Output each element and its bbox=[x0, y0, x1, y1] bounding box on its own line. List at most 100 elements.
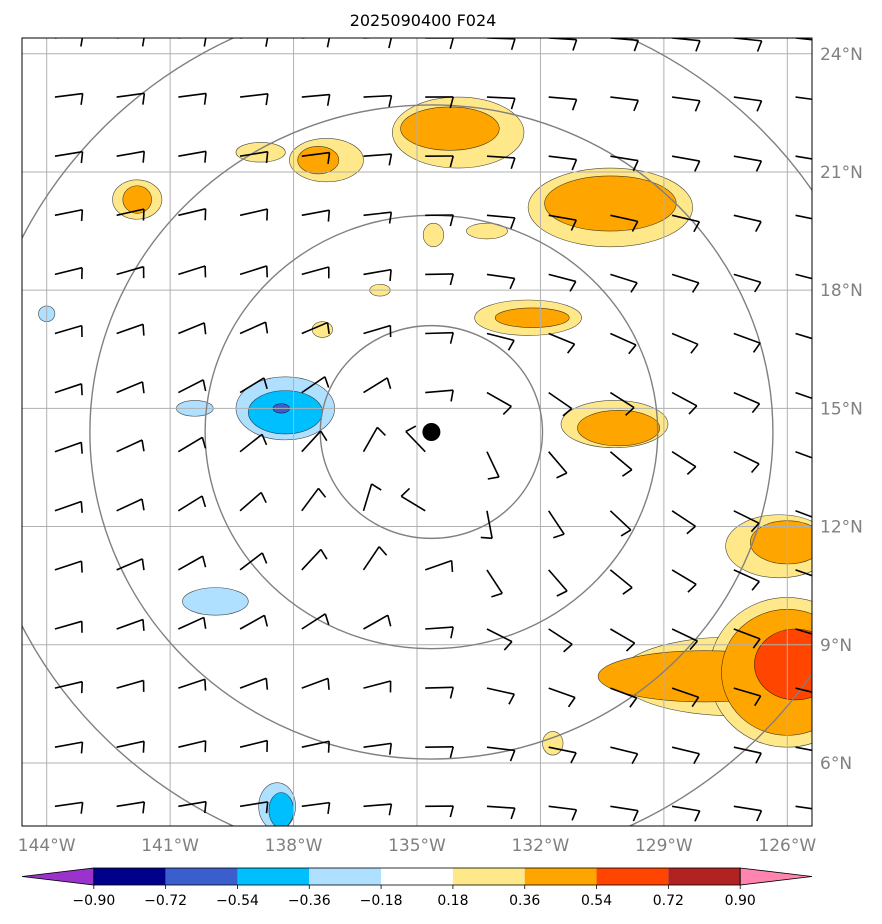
wind-barb bbox=[795, 687, 812, 693]
wind-barb bbox=[425, 273, 455, 286]
figure-title: 2025090400 F024 bbox=[350, 11, 497, 30]
lon-tick-label: 132°W bbox=[512, 836, 570, 856]
lon-tick-label: 138°W bbox=[265, 836, 323, 856]
wind-barb bbox=[425, 626, 454, 639]
wind-barb bbox=[362, 546, 388, 571]
colorbar-segment bbox=[237, 868, 310, 885]
wind-barb bbox=[239, 801, 269, 814]
colorbar-tick-label: 0.90 bbox=[725, 893, 756, 909]
wind-barb bbox=[405, 425, 426, 453]
wind-barb bbox=[795, 805, 812, 810]
colorbar-segment bbox=[524, 868, 597, 885]
wind-barb bbox=[671, 687, 700, 708]
plot-area bbox=[22, 38, 812, 826]
colorbar-tick-label: 0.54 bbox=[581, 893, 612, 909]
wind-barb bbox=[425, 746, 455, 759]
wind-barb bbox=[301, 677, 330, 690]
wind-barb bbox=[425, 214, 455, 227]
wind-barb bbox=[480, 510, 493, 540]
field-contour-24 bbox=[268, 792, 294, 826]
wind-barb bbox=[54, 266, 83, 280]
wind-barb bbox=[116, 265, 145, 279]
wind-barb bbox=[795, 332, 812, 340]
wind-barb bbox=[486, 687, 515, 705]
lat-tick-label: 6°N bbox=[820, 754, 852, 774]
wind-barb bbox=[116, 439, 145, 453]
wind-barb bbox=[609, 569, 633, 595]
wind-barb bbox=[178, 208, 207, 221]
wind-barb bbox=[609, 510, 632, 537]
wind-barb bbox=[177, 555, 207, 571]
lon-tick-label: 144°W bbox=[18, 836, 76, 856]
longitude-labels: 144°W 141°W 138°W 135°W 132°W 129°W 126°W bbox=[18, 836, 817, 856]
colorbar-segment bbox=[381, 868, 453, 885]
wind-barb bbox=[425, 331, 454, 344]
wind-barb bbox=[795, 273, 812, 280]
wind-barb bbox=[239, 208, 269, 221]
wind-barb bbox=[795, 746, 812, 752]
wind-barb bbox=[54, 150, 84, 164]
wind-barb bbox=[116, 679, 145, 692]
wind-barb bbox=[671, 391, 698, 415]
lon-tick-label: 135°W bbox=[388, 836, 446, 856]
wind-barb bbox=[609, 451, 633, 477]
wind-barb bbox=[610, 746, 639, 765]
wind-barb bbox=[795, 450, 812, 459]
wind-barb bbox=[54, 680, 83, 694]
lat-tick-label: 18°N bbox=[820, 281, 863, 301]
wind-barb bbox=[486, 214, 516, 229]
wind-barb bbox=[116, 323, 145, 336]
colorbar-tick-label: 0.72 bbox=[653, 893, 684, 909]
wind-barb bbox=[548, 214, 577, 231]
colorbar-segment bbox=[596, 868, 669, 885]
wind-barb bbox=[54, 383, 83, 396]
field-contour-14 bbox=[466, 222, 508, 240]
wind-barb bbox=[363, 614, 392, 630]
colorbar-extend-high bbox=[739, 867, 813, 886]
wind-barb bbox=[54, 208, 84, 222]
field-contour-10 bbox=[494, 307, 570, 328]
lon-tick-label: 129°W bbox=[635, 836, 693, 856]
wind-barb bbox=[610, 687, 638, 708]
wind-barb bbox=[178, 322, 207, 335]
wind-barb bbox=[177, 379, 207, 394]
wind-barb bbox=[795, 214, 812, 220]
wind-barb bbox=[671, 96, 701, 112]
wind-barb bbox=[54, 38, 84, 47]
wind-barb bbox=[548, 155, 578, 171]
wind-barb bbox=[548, 451, 568, 479]
wind-barb bbox=[486, 628, 513, 651]
wind-barb bbox=[301, 548, 328, 571]
wind-barb bbox=[363, 803, 393, 816]
wind-barb bbox=[116, 558, 145, 571]
wind-barb bbox=[240, 38, 269, 47]
field-contour-3 bbox=[297, 146, 340, 175]
wind-barb bbox=[239, 433, 268, 453]
wind-barb bbox=[733, 391, 761, 414]
wind-barb bbox=[178, 616, 207, 630]
wind-barb bbox=[733, 273, 762, 293]
wind-barb bbox=[363, 268, 392, 282]
wind-barb bbox=[54, 441, 83, 454]
wind-barb bbox=[116, 38, 145, 47]
colorbar-segment bbox=[165, 868, 238, 885]
wind-barb bbox=[486, 569, 503, 598]
wind-barb bbox=[486, 805, 516, 820]
colorbar-tick-label: −0.90 bbox=[72, 893, 115, 909]
wind-barb bbox=[609, 391, 635, 416]
wind-barb bbox=[610, 332, 637, 355]
wind-barb bbox=[610, 96, 639, 112]
wind-barb bbox=[671, 569, 697, 593]
wind-barb bbox=[363, 94, 393, 107]
gridlines bbox=[22, 38, 812, 826]
wind-barb bbox=[301, 93, 331, 106]
wind-barb bbox=[424, 559, 454, 573]
wind-barb bbox=[301, 209, 331, 222]
wind-barb bbox=[733, 155, 763, 172]
wind-barb bbox=[671, 332, 699, 354]
wind-barb bbox=[733, 450, 760, 474]
wind-barb bbox=[54, 324, 83, 338]
wind-barb bbox=[239, 377, 268, 394]
wind-barb bbox=[733, 569, 760, 591]
